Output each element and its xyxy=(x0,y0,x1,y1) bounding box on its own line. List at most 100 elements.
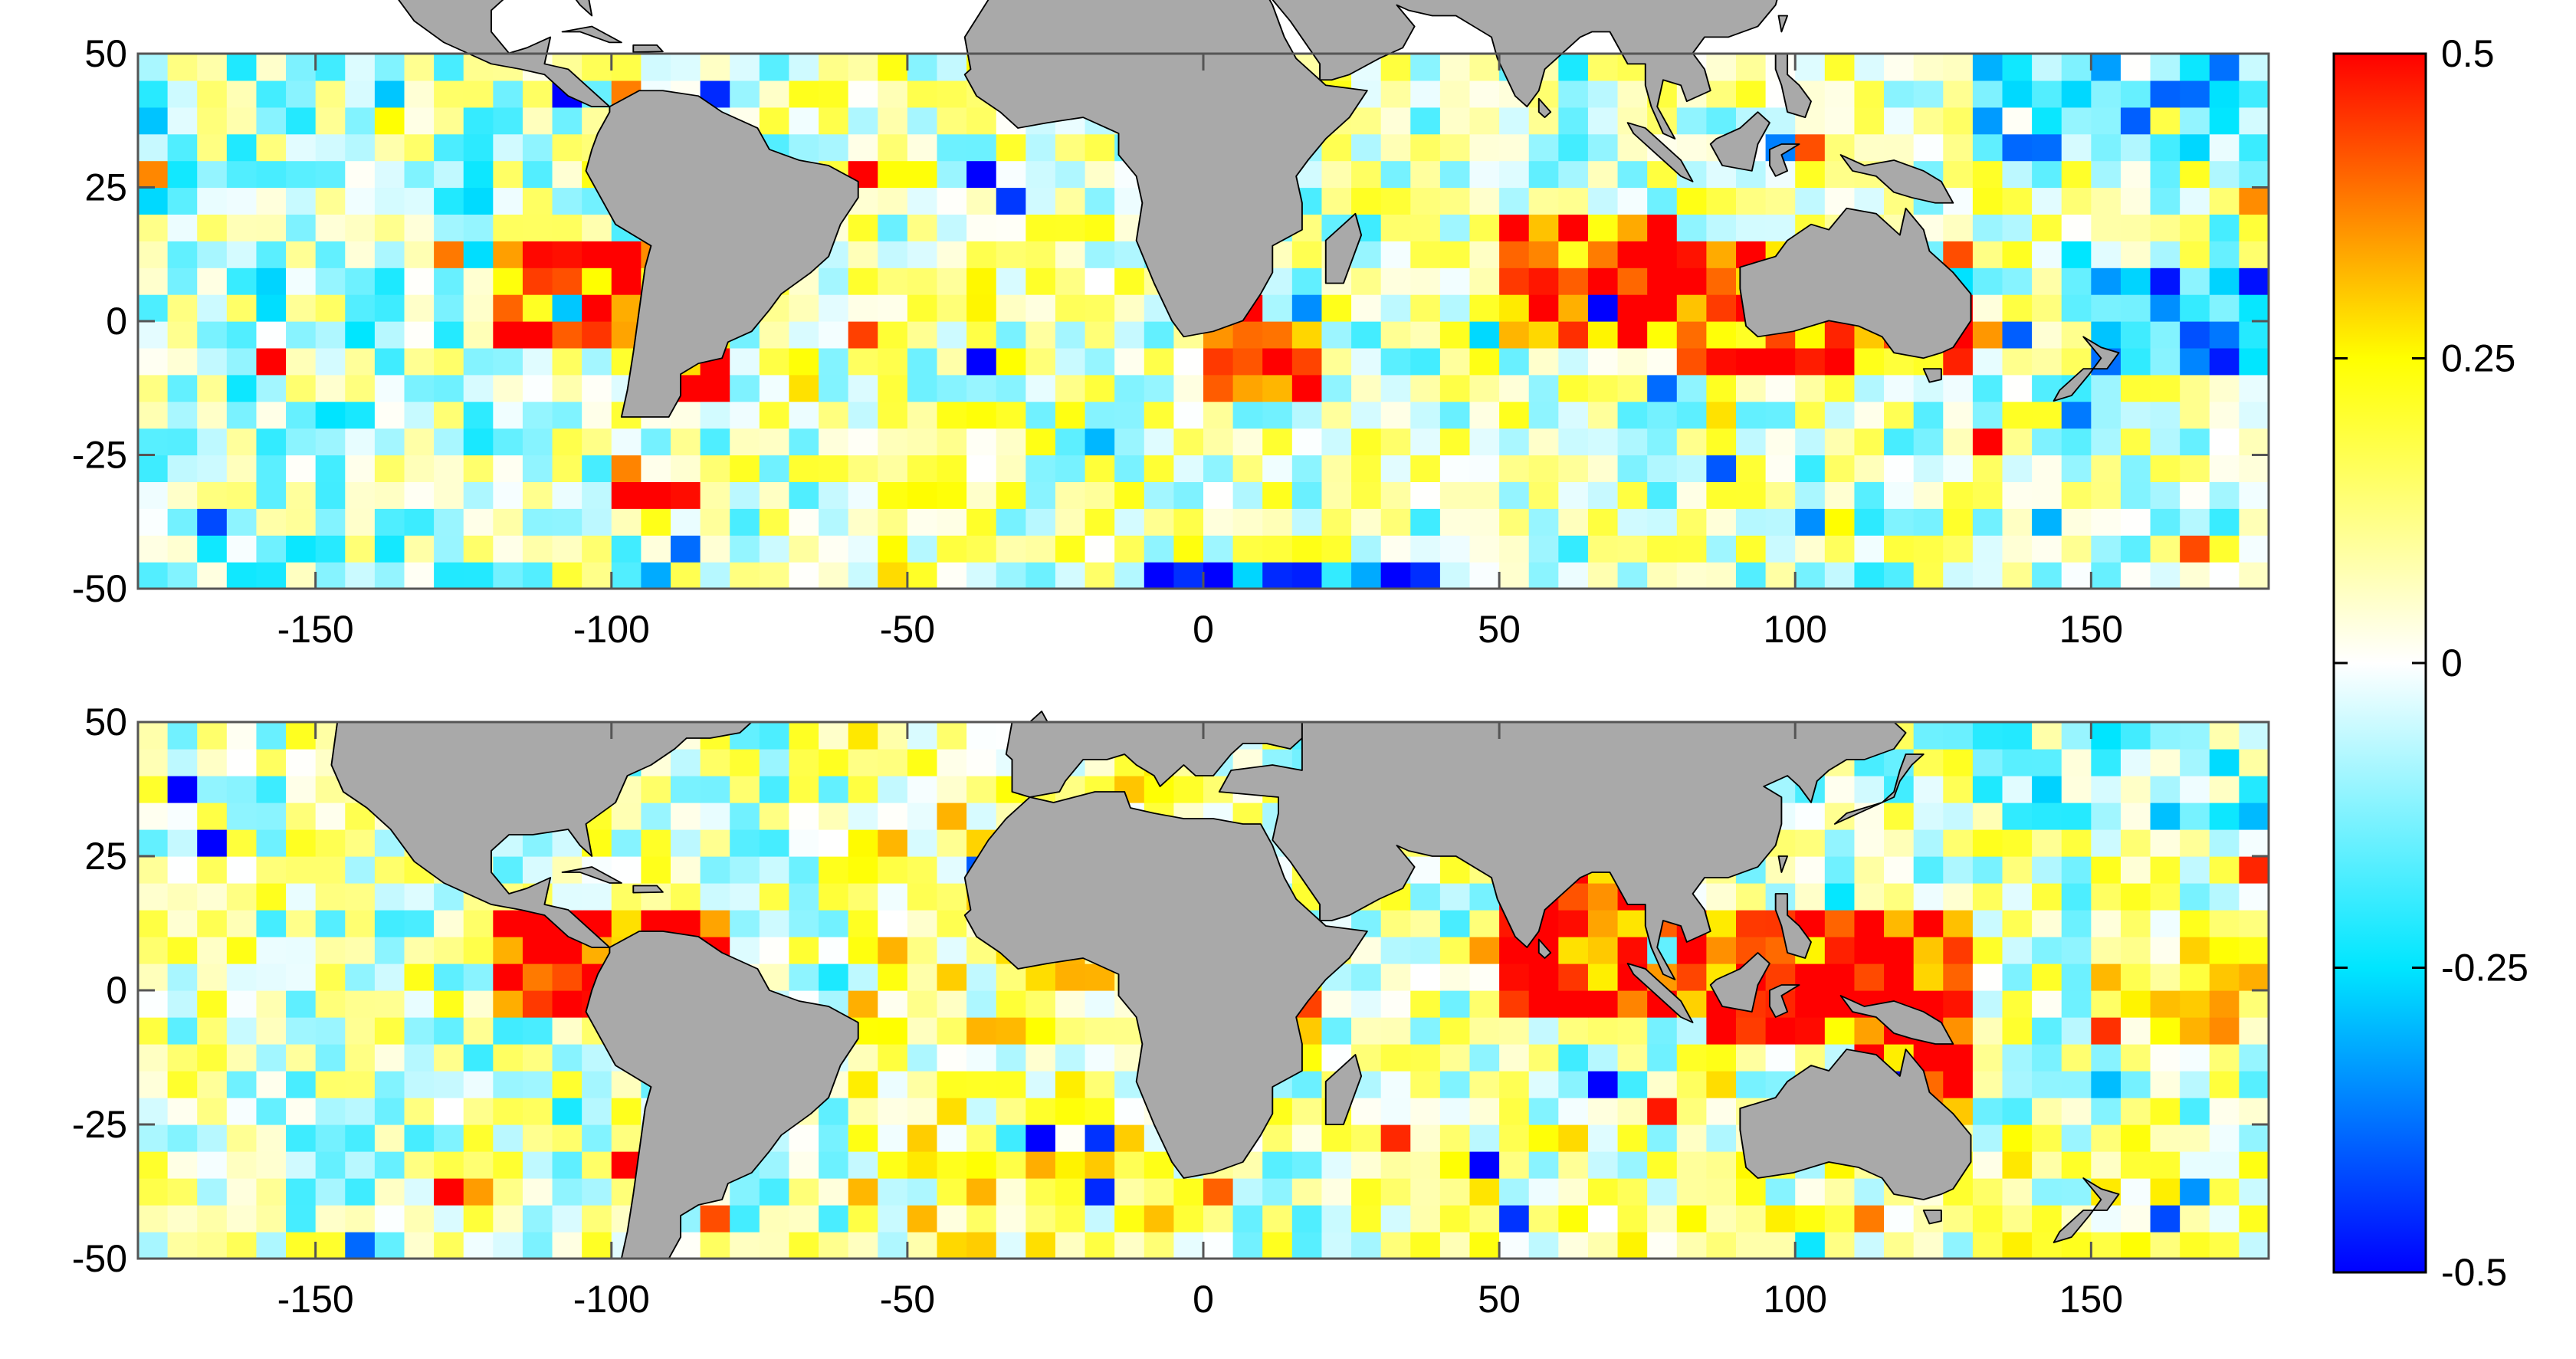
heatmap-cell xyxy=(522,481,553,509)
heatmap-cell xyxy=(1380,1017,1411,1045)
heatmap-cell xyxy=(1884,481,1915,509)
heatmap-cell xyxy=(197,321,228,349)
heatmap-cell xyxy=(1706,321,1737,349)
heatmap-cell xyxy=(1499,562,1530,589)
heatmap-cell xyxy=(789,1151,819,1179)
heatmap-cell xyxy=(1114,428,1145,456)
heatmap-cell xyxy=(937,1178,967,1206)
heatmap-cell xyxy=(1854,856,1885,884)
heatmap-cell xyxy=(2061,241,2092,268)
heatmap-cell xyxy=(286,535,317,563)
heatmap-cell xyxy=(2120,455,2151,482)
heatmap-cell xyxy=(2209,80,2240,108)
heatmap-cell xyxy=(1291,1151,1323,1179)
heatmap-cell xyxy=(1410,374,1441,402)
heatmap-cell xyxy=(1884,54,1915,81)
heatmap-cell xyxy=(937,1017,967,1045)
heatmap-cell xyxy=(2032,160,2062,189)
heatmap-cell xyxy=(2209,294,2240,322)
heatmap-cell xyxy=(937,347,967,376)
heatmap-cell xyxy=(138,401,169,429)
heatmap-cell xyxy=(256,776,287,803)
heatmap-cell xyxy=(1824,1178,1856,1206)
heatmap-cell xyxy=(878,776,908,803)
heatmap-cell xyxy=(138,963,169,991)
heatmap-cell xyxy=(789,347,819,376)
heatmap-cell xyxy=(1943,722,1974,750)
heatmap-cell xyxy=(1558,1044,1589,1072)
heatmap-cell xyxy=(1291,481,1323,509)
heatmap-cell xyxy=(730,481,760,509)
heatmap-cell xyxy=(2180,294,2210,322)
heatmap-cell xyxy=(1380,562,1411,589)
heatmap-cell xyxy=(1499,1151,1530,1179)
heatmap-cell xyxy=(226,481,258,509)
heatmap-cell xyxy=(552,1124,582,1152)
heatmap-cell xyxy=(1528,535,1559,563)
heatmap-cell xyxy=(1291,347,1323,376)
heatmap-cell xyxy=(1380,214,1411,241)
heatmap-cell xyxy=(434,1098,464,1125)
heatmap-cell xyxy=(522,374,553,402)
heatmap-cell xyxy=(2002,749,2033,776)
heatmap-cell xyxy=(2091,990,2122,1018)
heatmap-cell xyxy=(1706,1017,1737,1045)
heatmap-cell xyxy=(404,1151,435,1179)
heatmap-cell xyxy=(256,187,287,215)
heatmap-cell xyxy=(256,508,287,536)
heatmap-cell xyxy=(1972,803,2003,830)
heatmap-cell xyxy=(1144,1205,1174,1233)
heatmap-cell xyxy=(907,107,938,135)
heatmap-cell xyxy=(1706,187,1737,215)
heatmap-cell xyxy=(2061,535,2092,563)
heatmap-cell xyxy=(937,54,967,81)
heatmap-cell xyxy=(2032,321,2062,349)
heatmap-cell xyxy=(1055,1151,1086,1179)
heatmap-cell xyxy=(1587,1044,1619,1072)
heatmap-cell xyxy=(1114,508,1145,536)
heatmap-cell xyxy=(522,1044,553,1072)
heatmap-cell xyxy=(1617,937,1648,964)
heatmap-cell xyxy=(1499,187,1530,215)
heatmap-cell xyxy=(759,776,790,803)
heatmap-cell xyxy=(2180,187,2210,215)
heatmap-cell xyxy=(1824,937,1856,964)
heatmap-cell xyxy=(2239,910,2269,937)
heatmap-cell xyxy=(522,990,553,1018)
heatmap-cell xyxy=(493,1205,523,1233)
heatmap-cell xyxy=(1262,455,1293,482)
heatmap-cell xyxy=(2061,508,2092,536)
heatmap-cell xyxy=(1528,241,1559,268)
heatmap-cell xyxy=(2061,428,2092,456)
heatmap-cell xyxy=(1351,562,1382,589)
heatmap-cell xyxy=(286,133,317,162)
heatmap-cell xyxy=(907,321,938,349)
heatmap-cell xyxy=(493,535,523,563)
heatmap-cell xyxy=(522,1017,553,1045)
heatmap-cell xyxy=(374,1151,405,1179)
heatmap-cell xyxy=(1617,268,1648,295)
heatmap-cell xyxy=(2061,803,2092,830)
heatmap-cell xyxy=(1025,1178,1056,1206)
heatmap-cell xyxy=(2061,883,2092,911)
heatmap-cell xyxy=(1647,455,1678,482)
heatmap-cell xyxy=(2180,1178,2210,1206)
heatmap-cell xyxy=(286,214,317,241)
heatmap-cell xyxy=(1587,1017,1619,1045)
heatmap-cell xyxy=(1884,535,1915,563)
heatmap-cell xyxy=(759,80,790,108)
heatmap-cell xyxy=(315,1124,346,1152)
heatmap-cell xyxy=(2239,1044,2269,1072)
heatmap-cell xyxy=(641,481,671,509)
heatmap-cell xyxy=(286,749,317,776)
heatmap-cell xyxy=(2209,535,2240,563)
heatmap-cell xyxy=(2032,481,2062,509)
heatmap-cell xyxy=(700,856,730,884)
heatmap-cell xyxy=(759,347,790,376)
heatmap-cell xyxy=(1410,187,1441,215)
heatmap-cell xyxy=(759,883,790,911)
heatmap-cell xyxy=(493,937,523,964)
heatmap-cell xyxy=(1972,1017,2003,1045)
heatmap-cell xyxy=(641,455,671,482)
heatmap-cell xyxy=(2180,1071,2210,1098)
